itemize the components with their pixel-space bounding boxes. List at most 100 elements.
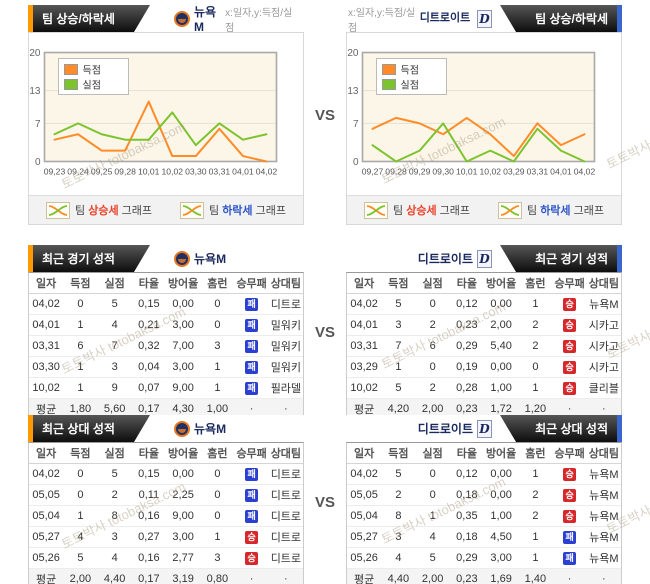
table-cell: 0 (63, 293, 98, 315)
table-cell: 2 (518, 505, 553, 527)
table-cell: 뉴욕M (586, 526, 621, 548)
table-cell: 0,00 (484, 484, 519, 506)
table-cell: 5 (381, 377, 416, 399)
y-tick-label: 7 (353, 119, 359, 130)
table-cell: 디트로 (268, 505, 303, 527)
table-cell: 4 (415, 526, 450, 548)
result-cell: 패 (234, 484, 269, 506)
table-cell: 1 (63, 314, 98, 336)
chart-frame: 0 7 13 20 09,23 09,24 09,25 09,28 10,01 10,02 03,3… (28, 32, 304, 225)
table-cell: 0,00 (484, 463, 519, 485)
y-tick-label: 0 (35, 157, 41, 168)
average-cell: 1,80 (63, 398, 98, 419)
lose-badge: 패 (245, 488, 259, 502)
average-cell: 0,17 (131, 398, 166, 419)
result-cell: 패 (234, 377, 269, 399)
table-cell: 3,00 (166, 314, 201, 336)
column-header: 득점 (63, 443, 98, 464)
table-cell: 2 (518, 314, 553, 336)
table-cell: 3 (97, 356, 132, 378)
table-row: 05,04 8 1 0,35 1,00 2 승 뉴욕M (347, 505, 621, 527)
x-tick-label: 09,30 (432, 167, 454, 177)
table-row: 05,26 5 4 0,16 2,77 3 승 디트로 (29, 547, 303, 569)
column-header: 방어율 (484, 273, 519, 294)
table-cell: 0 (200, 314, 235, 336)
result-cell: 승 (552, 314, 587, 336)
x-tick-label: 09,24 (67, 167, 89, 177)
table-row: 03,31 6 7 0,32 7,00 3 패 밀워키 (29, 335, 303, 357)
table-row: 03,30 1 3 0,04 3,00 1 패 밀워키 (29, 356, 303, 378)
table-row: 10,02 1 9 0,07 9,00 1 패 필라델 (29, 377, 303, 399)
y-tick-label: 7 (35, 119, 41, 130)
axis-note: x:일자,y:득점/실점 (348, 7, 416, 34)
table-cell: 5,40 (484, 335, 519, 357)
table-cell: 2 (415, 314, 450, 336)
chart-body: 0 7 13 20 09,23 09,24 09,25 09,28 10,01 10,02 03,3… (29, 33, 303, 195)
team-name: 디트로이트 (417, 422, 473, 436)
y-tick-label: 13 (29, 86, 41, 97)
table-cell: 디트로 (268, 547, 303, 569)
head-to-head-row: 최근 상대 성적 뉴욕M 일자 득점 실점 타율 방어율 홈런 승무패 상대팀 04,02 0 5 0… (28, 415, 622, 584)
column-header: 상대팀 (268, 443, 303, 464)
average-cell: · (268, 398, 303, 419)
table-cell: 0,35 (449, 505, 484, 527)
win-badge: 승 (563, 360, 577, 374)
column-header: 득점 (381, 443, 416, 464)
lose-badge: 패 (245, 318, 259, 332)
average-row: 평균 4,40 2,00 0,23 1,69 1,40 · · (347, 568, 621, 584)
team-name: 디트로이트 (417, 252, 473, 266)
trend-up-icon (364, 201, 389, 219)
table-cell: 05,26 (347, 547, 382, 569)
table-cell: 필라델 (268, 377, 303, 399)
team-info-right: 디트로이트 D (417, 419, 492, 438)
y-tick-label: 0 (353, 157, 359, 168)
x-tick-label: 03,29 (503, 167, 525, 177)
legend-down-item: 팀 하락세 그래프 (180, 201, 286, 219)
team-name: 뉴욕M (194, 422, 227, 436)
table-cell: 2 (415, 377, 450, 399)
column-header: 타율 (131, 443, 166, 464)
column-header: 실점 (97, 443, 132, 464)
table-cell: 뉴욕M (586, 293, 621, 315)
x-tick-label: 03,31 (209, 167, 231, 177)
recent-tab-right: 최근 경기 성적 (500, 245, 622, 272)
table-cell: 0,07 (131, 377, 166, 399)
table-cell: 9,00 (166, 505, 201, 527)
x-tick-label: 09,28 (114, 167, 136, 177)
table-cell: 04,01 (29, 314, 64, 336)
table-cell: 0 (200, 484, 235, 506)
table-cell: 5 (97, 463, 132, 485)
x-tick-label: 09,29 (409, 167, 431, 177)
table-frame: 일자 득점 실점 타율 방어율 홈런 승무패 상대팀 04,02 5 0 0,12 0,00 1 승 뉴욕M 0… (346, 272, 622, 420)
average-cell: 5,60 (97, 398, 132, 419)
table-cell: 0,16 (131, 547, 166, 569)
table-cell: 7 (381, 335, 416, 357)
table-row: 05,26 4 5 0,29 3,00 1 패 뉴욕M (347, 547, 621, 569)
vs-label: VS (314, 324, 335, 341)
x-tick-label: 04,01 (550, 167, 572, 177)
average-cell: · (268, 568, 303, 584)
table-cell: 5 (381, 293, 416, 315)
h2h-card-left: 최근 상대 성적 뉴욕M 일자 득점 실점 타율 방어율 홈런 승무패 상대팀 04,02 0 5 0… (28, 415, 304, 584)
result-cell: 패 (552, 547, 587, 569)
column-header: 타율 (449, 273, 484, 294)
win-badge: 승 (245, 551, 259, 565)
x-tick-label: 04,01 (232, 167, 254, 177)
accent-bar-blue (617, 415, 622, 442)
table-cell: 04,01 (347, 314, 382, 336)
win-badge: 승 (563, 339, 577, 353)
table-cell: 0,19 (449, 356, 484, 378)
table-cell: 03,31 (347, 335, 382, 357)
x-tick-label: 10,02 (162, 167, 184, 177)
legend-label: 실점 (401, 80, 419, 92)
table-cell: 디트로 (268, 526, 303, 548)
column-header: 득점 (381, 273, 416, 294)
accent-bar-orange (28, 5, 33, 32)
average-cell: 평균 (29, 568, 64, 584)
series-line-concede (53, 111, 268, 147)
win-badge: 승 (563, 467, 577, 481)
table-cell: 2,77 (166, 547, 201, 569)
table-cell: 디트로 (268, 463, 303, 485)
legend-down-label: 팀 하락세 그래프 (209, 205, 286, 217)
